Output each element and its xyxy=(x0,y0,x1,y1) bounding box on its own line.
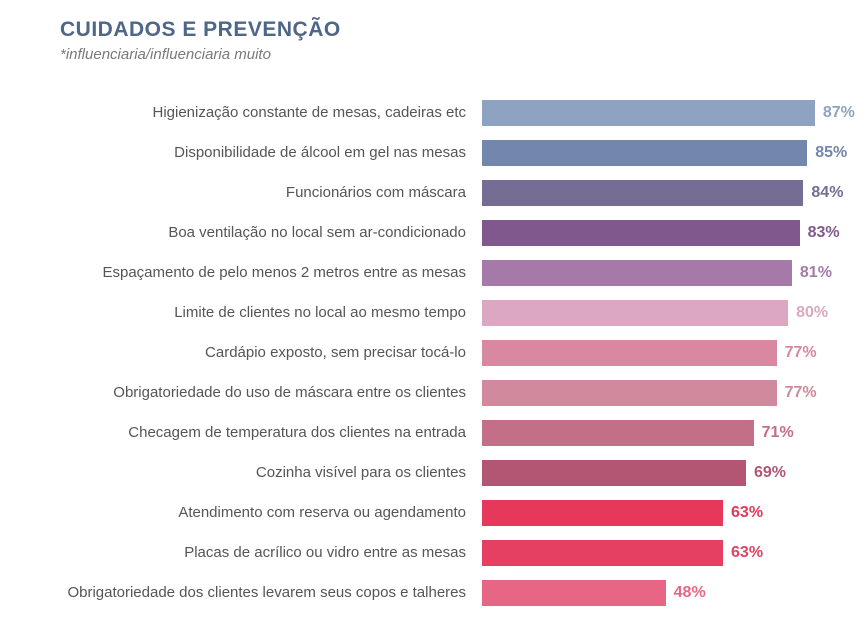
bar-value: 63% xyxy=(731,544,763,562)
bar-label: Cardápio exposto, sem precisar tocá-lo xyxy=(12,344,474,362)
bar-value: 83% xyxy=(808,224,840,242)
bar-label: Placas de acrílico ou vidro entre as mes… xyxy=(12,544,474,562)
chart-title: CUIDADOS E PREVENÇÃO xyxy=(60,18,854,42)
bar-value: 77% xyxy=(785,344,817,362)
bar-value: 69% xyxy=(754,464,786,482)
chart-subtitle: *influenciaria/influenciaria muito xyxy=(60,46,854,63)
chart-row: Boa ventilação no local sem ar-condicion… xyxy=(12,213,854,253)
bar-value: 84% xyxy=(811,184,843,202)
bar-area: 84% xyxy=(482,180,834,206)
bar-label: Cozinha visível para os clientes xyxy=(12,464,474,482)
bar-label: Checagem de temperatura dos clientes na … xyxy=(12,424,474,442)
chart-row: Disponibilidade de álcool em gel nas mes… xyxy=(12,133,854,173)
bar xyxy=(482,300,788,326)
bar-label: Obrigatoriedade dos clientes levarem seu… xyxy=(12,584,474,602)
bar-label: Boa ventilação no local sem ar-condicion… xyxy=(12,224,474,242)
bar-label: Funcionários com máscara xyxy=(12,184,474,202)
bar-area: 80% xyxy=(482,300,834,326)
bar xyxy=(482,100,815,126)
chart-row: Checagem de temperatura dos clientes na … xyxy=(12,413,854,453)
bar-area: 48% xyxy=(482,580,834,606)
bar xyxy=(482,420,754,446)
bar xyxy=(482,340,777,366)
bar-area: 63% xyxy=(482,540,834,566)
bar-label: Higienização constante de mesas, cadeira… xyxy=(12,104,474,122)
bar-value: 81% xyxy=(800,264,832,282)
bar-area: 87% xyxy=(482,100,834,126)
bar-value: 87% xyxy=(823,104,855,122)
bar xyxy=(482,500,723,526)
bar-label: Obrigatoriedade do uso de máscara entre … xyxy=(12,384,474,402)
bar-area: 71% xyxy=(482,420,834,446)
bar-value: 71% xyxy=(762,424,794,442)
bar-area: 85% xyxy=(482,140,834,166)
bar-value: 63% xyxy=(731,504,763,522)
chart-row: Cozinha visível para os clientes 69% xyxy=(12,453,854,493)
bar xyxy=(482,140,807,166)
chart-row: Obrigatoriedade dos clientes levarem seu… xyxy=(12,573,854,613)
bar-area: 69% xyxy=(482,460,834,486)
bar-label: Limite de clientes no local ao mesmo tem… xyxy=(12,304,474,322)
chart-row: Placas de acrílico ou vidro entre as mes… xyxy=(12,533,854,573)
chart-row: Espaçamento de pelo menos 2 metros entre… xyxy=(12,253,854,293)
bar-area: 81% xyxy=(482,260,834,286)
bar-value: 85% xyxy=(815,144,847,162)
bar-value: 77% xyxy=(785,384,817,402)
chart-row: Funcionários com máscara 84% xyxy=(12,173,854,213)
bar xyxy=(482,540,723,566)
chart-row: Obrigatoriedade do uso de máscara entre … xyxy=(12,373,854,413)
bar-chart: Higienização constante de mesas, cadeira… xyxy=(12,93,854,613)
bar-area: 77% xyxy=(482,340,834,366)
bar xyxy=(482,180,803,206)
bar xyxy=(482,580,666,606)
bar-value: 80% xyxy=(796,304,828,322)
bar-value: 48% xyxy=(674,584,706,602)
bar-area: 63% xyxy=(482,500,834,526)
bar xyxy=(482,260,792,286)
bar xyxy=(482,460,746,486)
bar-label: Espaçamento de pelo menos 2 metros entre… xyxy=(12,264,474,282)
chart-row: Atendimento com reserva ou agendamento 63… xyxy=(12,493,854,533)
chart-row: Limite de clientes no local ao mesmo tem… xyxy=(12,293,854,333)
chart-container: CUIDADOS E PREVENÇÃO *influenciaria/infl… xyxy=(0,0,866,620)
chart-row: Higienização constante de mesas, cadeira… xyxy=(12,93,854,133)
bar xyxy=(482,380,777,406)
bar-label: Atendimento com reserva ou agendamento xyxy=(12,504,474,522)
chart-row: Cardápio exposto, sem precisar tocá-lo 77… xyxy=(12,333,854,373)
bar xyxy=(482,220,800,246)
bar-area: 77% xyxy=(482,380,834,406)
bar-label: Disponibilidade de álcool em gel nas mes… xyxy=(12,144,474,162)
bar-area: 83% xyxy=(482,220,834,246)
